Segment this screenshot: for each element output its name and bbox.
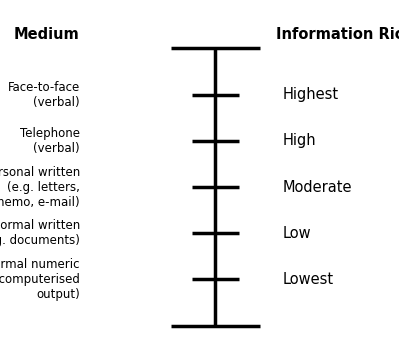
- Text: Information Rich: Information Rich: [276, 27, 399, 42]
- Text: Highest: Highest: [282, 88, 339, 102]
- Text: Personal written
(e.g. letters,
memo, e-mail): Personal written (e.g. letters, memo, e-…: [0, 166, 80, 209]
- Text: Medium: Medium: [14, 27, 80, 42]
- Text: Moderate: Moderate: [282, 180, 352, 195]
- Text: High: High: [282, 133, 316, 149]
- Text: Low: Low: [282, 226, 311, 240]
- Text: Face-to-face
(verbal): Face-to-face (verbal): [8, 81, 80, 109]
- Text: Lowest: Lowest: [282, 271, 334, 287]
- Text: Formal numeric
(e.g. computerised
output): Formal numeric (e.g. computerised output…: [0, 258, 80, 300]
- Text: Formal written
(e.g. documents): Formal written (e.g. documents): [0, 219, 80, 247]
- Text: Telephone
(verbal): Telephone (verbal): [20, 127, 80, 155]
